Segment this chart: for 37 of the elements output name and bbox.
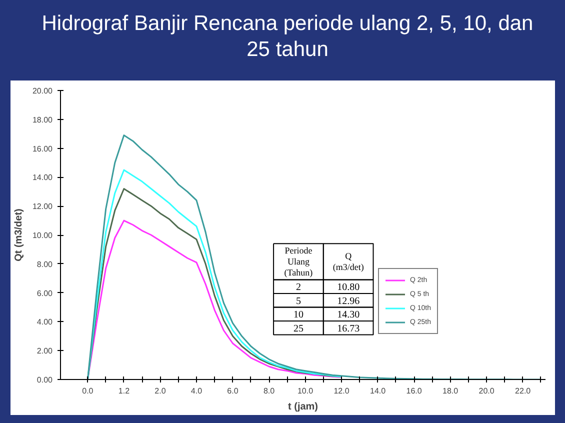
annotation: 14.30 <box>337 310 360 321</box>
y-tick-label: 6.00 <box>36 288 54 298</box>
y-tick-label: 0.00 <box>36 376 54 384</box>
x-tick-label: 6.0 <box>227 386 239 396</box>
x-axis-title: t (jam) <box>288 402 318 412</box>
x-tick-label: 14.0 <box>370 386 386 396</box>
annotation: 25 <box>293 323 304 334</box>
y-tick-label: 4.00 <box>36 318 54 327</box>
annotation: 2 <box>296 282 301 294</box>
y-tick-label: 10.00 <box>32 231 54 240</box>
annotation: 10 <box>293 310 304 321</box>
y-tick-label: 14.00 <box>32 173 54 182</box>
annotation: 16.73 <box>337 323 360 334</box>
y-tick-label: 2.00 <box>36 346 54 356</box>
x-tick-label: 2.0 <box>154 386 166 396</box>
y-axis-title: Qt (m3/det) <box>13 208 24 262</box>
annotation: 12.96 <box>337 296 360 307</box>
x-tick-label: 4.0 <box>190 386 203 396</box>
y-tick-label: 8.00 <box>36 260 54 269</box>
x-tick-label: 12.0 <box>334 386 350 396</box>
chart-title: Hidrograf Banjir Rencana periode ulang 2, 5, 10, dan 25 tahun <box>40 11 534 64</box>
x-tick-label: 20.0 <box>478 386 495 396</box>
x-tick-label: 18.0 <box>442 386 459 396</box>
y-tick-label: 16.00 <box>32 144 54 154</box>
x-tick-label: 22.0 <box>515 386 532 396</box>
x-tick-label: 8.0 <box>263 386 276 396</box>
x-tick-label: 0.0 <box>82 386 94 396</box>
y-tick-label: 12.00 <box>32 202 54 212</box>
y-tick-label: 18.00 <box>32 115 54 124</box>
annotation: 5 <box>296 296 301 307</box>
annotation: 10.80 <box>337 282 360 294</box>
x-tick-label: 16.0 <box>406 386 422 396</box>
x-tick-label: 1.2 <box>118 386 130 396</box>
y-tick-label: 20.00 <box>32 86 54 96</box>
x-tick-label: 10.0 <box>297 386 314 396</box>
annotation: Periode Ulang (Tahun) <box>284 246 313 278</box>
annotation: Q (m3/det) <box>332 251 364 272</box>
